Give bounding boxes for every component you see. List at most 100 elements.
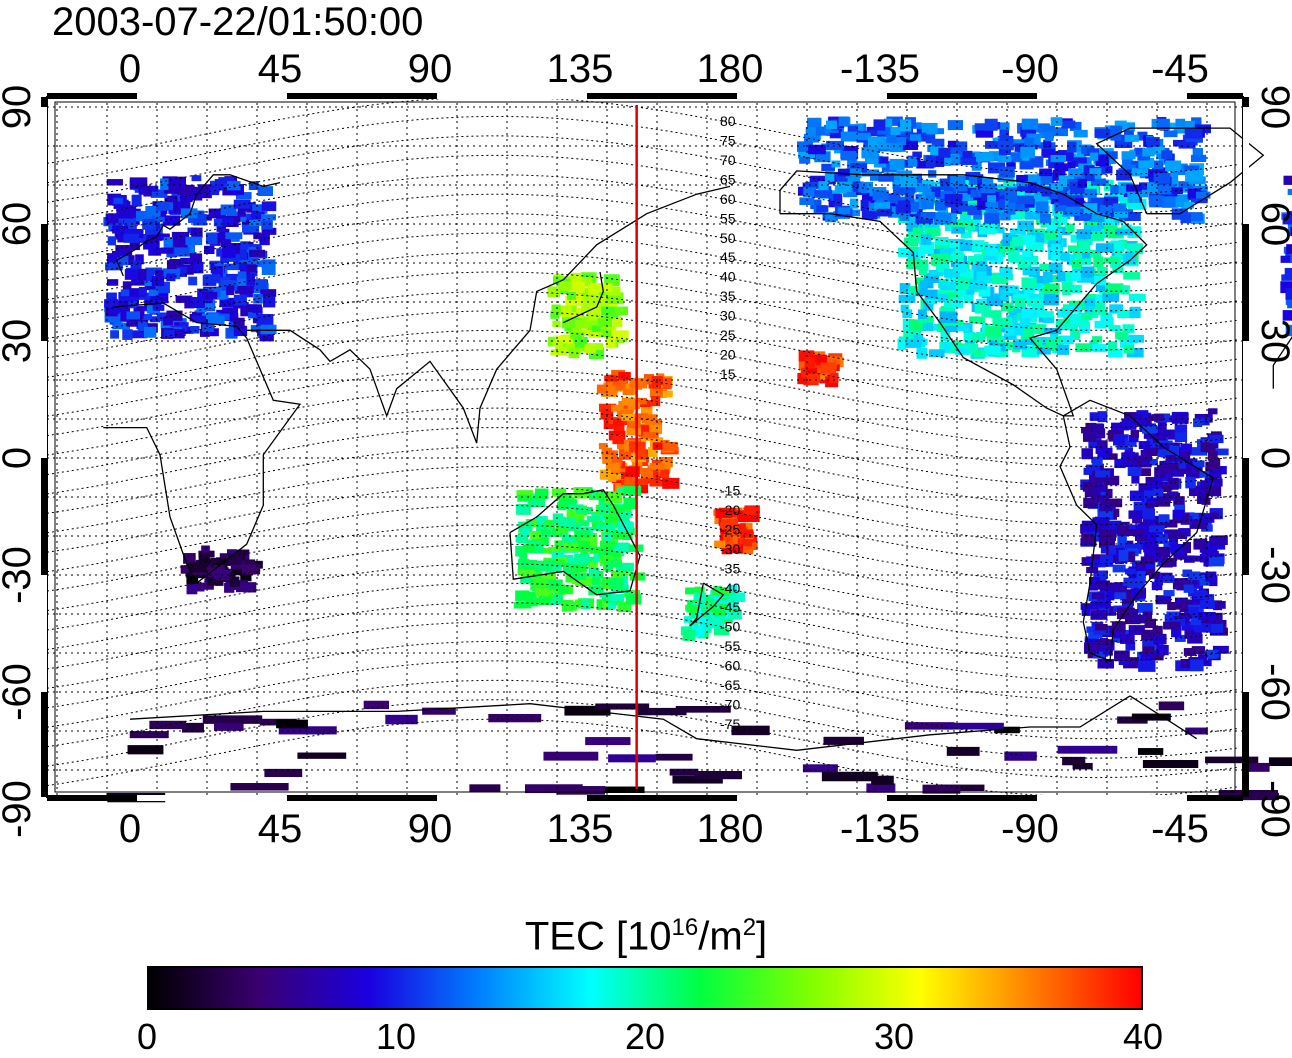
frame-bar-gap xyxy=(1037,795,1187,801)
coastline xyxy=(103,302,1292,585)
tec-cell xyxy=(1081,448,1093,460)
tec-cell xyxy=(571,320,581,333)
tec-cell xyxy=(877,127,893,135)
tec-cell xyxy=(975,130,994,138)
tec-cell xyxy=(592,513,610,521)
tec-cell xyxy=(956,277,973,289)
frame-bar-gap xyxy=(137,795,287,801)
tec-cell xyxy=(868,202,879,212)
tec-cell xyxy=(1066,270,1081,282)
tec-cell xyxy=(1026,242,1044,253)
tec-cell xyxy=(723,533,733,542)
contour-line xyxy=(46,407,1240,487)
tec-cell xyxy=(847,125,859,134)
tec-cell xyxy=(1066,305,1083,313)
tec-cell xyxy=(1207,408,1218,415)
contour-line xyxy=(46,368,1240,448)
tec-cell xyxy=(166,260,177,270)
tec-cell xyxy=(261,201,277,212)
tec-cell xyxy=(115,245,130,254)
tec-cell xyxy=(183,553,196,564)
contour-label: 80 xyxy=(720,113,736,129)
tec-cell xyxy=(683,616,692,623)
tec-cell xyxy=(1112,203,1127,212)
tec-cell xyxy=(610,404,620,412)
tec-cell xyxy=(693,592,706,601)
tec-cell xyxy=(612,529,627,540)
frame-bar xyxy=(47,795,1243,801)
tec-cell xyxy=(551,552,565,559)
tec-cell xyxy=(1156,118,1170,131)
tec-cell xyxy=(727,596,736,604)
tec-cell xyxy=(1098,488,1113,498)
tec-cell xyxy=(1097,659,1114,669)
tec-cell xyxy=(965,269,974,280)
tec-cell xyxy=(1175,118,1186,127)
tec-cell xyxy=(219,297,235,308)
tec-cell xyxy=(1054,163,1072,172)
tec-cell xyxy=(1126,184,1142,192)
tec-cell xyxy=(1092,517,1110,529)
contour-line xyxy=(46,640,1240,720)
tec-cell xyxy=(711,587,730,597)
tec-cell xyxy=(937,294,949,303)
tec-cell xyxy=(1283,175,1292,185)
tec-cell xyxy=(202,291,218,300)
tec-cell xyxy=(166,310,183,321)
tec-cell xyxy=(1116,134,1129,144)
tec-cell xyxy=(1081,609,1091,616)
tec-cell xyxy=(650,395,661,407)
tec-cell xyxy=(886,116,903,126)
tec-cell xyxy=(1192,460,1205,468)
tec-cell xyxy=(1048,263,1059,272)
contour-line xyxy=(46,96,1240,176)
y-tick-left: 0 xyxy=(0,447,39,469)
tec-cell xyxy=(998,199,1015,212)
tec-cell xyxy=(1020,127,1036,137)
tec-cell xyxy=(602,455,612,464)
tec-cell xyxy=(1146,438,1161,451)
tec-cell xyxy=(1062,756,1086,766)
contour-label: 15 xyxy=(720,366,736,382)
tec-cell xyxy=(643,424,662,433)
tec-cell xyxy=(1200,442,1216,452)
tec-cell xyxy=(861,169,880,177)
tec-cell xyxy=(951,227,965,234)
tec-cell xyxy=(104,299,119,308)
tec-cell xyxy=(186,582,198,595)
tec-cell xyxy=(608,577,624,590)
tec-cell xyxy=(718,603,728,611)
tec-cell xyxy=(924,220,935,230)
tec-cell xyxy=(522,544,535,553)
tec-cell xyxy=(743,507,757,515)
tec-cell xyxy=(1208,458,1221,470)
tec-cell xyxy=(940,181,953,191)
tec-cell xyxy=(571,281,586,293)
tec-cell xyxy=(143,240,160,250)
tec-cell xyxy=(1153,644,1169,656)
tec-cell xyxy=(1209,536,1223,547)
tec-cell xyxy=(947,120,963,131)
tec-cell xyxy=(896,170,913,178)
tec-cell xyxy=(575,507,593,515)
tec-cell xyxy=(1126,347,1144,358)
tec-cell xyxy=(118,292,130,302)
tec-cell xyxy=(888,206,902,218)
tec-cell xyxy=(924,289,938,299)
tec-cell xyxy=(1148,571,1161,579)
contour-line xyxy=(46,388,1240,467)
y-tick-left: 30 xyxy=(0,319,39,364)
tec-cell xyxy=(928,269,943,277)
frame-inner xyxy=(54,101,1236,793)
tec-cell xyxy=(931,155,945,167)
tec-cell xyxy=(573,487,588,499)
tec-cell xyxy=(723,603,739,613)
tec-cell xyxy=(1072,248,1087,259)
tec-cell xyxy=(860,199,869,211)
tec-cell xyxy=(982,177,994,185)
tec-cell xyxy=(1130,588,1140,598)
tec-cell xyxy=(624,476,635,487)
tec-cell xyxy=(1068,168,1082,177)
tec-cell xyxy=(186,572,199,584)
tec-cell xyxy=(554,540,566,548)
